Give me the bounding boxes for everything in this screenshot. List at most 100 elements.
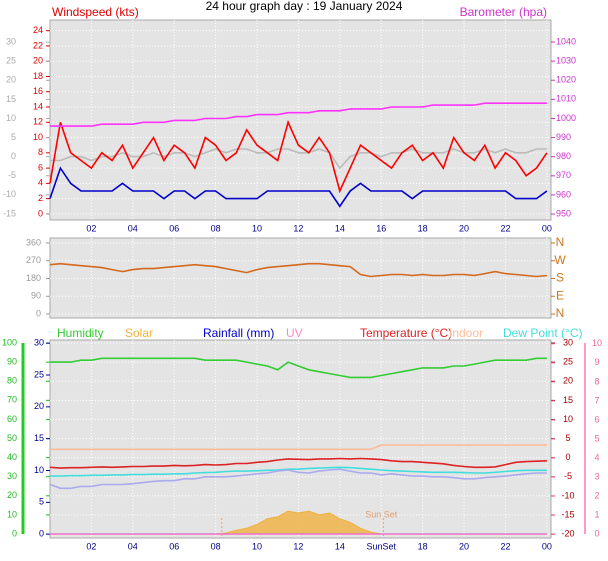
x-tick-label: 18 [418,223,428,233]
y-tick-label: 1020 [556,75,576,85]
y-tick-label: 2 [594,490,599,500]
x-tick-label: 02 [86,223,96,233]
y-tick-label: N [556,235,565,249]
sunset-label: Sun Set [365,509,398,519]
legend-entry: Solar [125,326,153,340]
y-tick-label: 10 [7,509,17,519]
y-tick-label: 24 [33,25,43,35]
legend-entry: Temperature (°C) [360,326,452,340]
y-tick-label: 15 [563,395,573,405]
x-tick-label: 04 [128,223,138,233]
x-tick-label: 04 [128,541,138,551]
y-tick-label: 1010 [556,94,576,104]
y-tick-label: 8 [594,376,599,386]
y-tick-label: 10 [6,113,16,123]
x-tick-label: 00 [542,223,552,233]
y-tick-label: 1000 [556,113,576,123]
y-tick-label: 30 [6,37,16,47]
y-tick-label: 0 [594,529,599,539]
y-tick-label: 4 [594,452,599,462]
y-tick-label: 0 [36,308,41,318]
y-tick-label: 990 [556,132,571,142]
y-tick-label: 20 [563,376,573,386]
y-tick-label: 25 [563,357,573,367]
y-tick-label: -5 [564,471,572,481]
line [50,102,547,127]
y-tick-label: -10 [3,189,16,199]
line [49,166,548,208]
y-tick-label: 9 [594,357,599,367]
y-tick-label: 20 [34,401,44,411]
y-tick-label: 0 [11,151,16,161]
x-tick-label: 10 [252,541,262,551]
y-tick-label: 30 [563,337,573,347]
y-tick-label: 8 [38,147,43,157]
x-tick-label: 20 [459,223,469,233]
y-tick-label: W [554,253,566,267]
y-tick-label: 50 [7,433,17,443]
y-tick-label: 60 [7,414,17,424]
x-tick-label: 12 [293,541,303,551]
line [49,262,547,278]
x-tick-label: 22 [500,541,510,551]
y-tick-label: 2 [38,193,43,203]
y-tick-label: 10 [34,465,44,475]
y-tick-label: S [556,271,564,285]
plot-area [49,19,552,221]
y-tick-label: 360 [26,237,41,247]
legend-entry: Indoor [449,326,483,340]
line [50,444,547,451]
y-tick-label: 10 [33,132,43,142]
y-axis-title: Windspeed (kts) [52,5,139,19]
y-tick-label: 12 [33,117,43,127]
x-tick-label: 14 [335,541,345,551]
y-tick-label: 6 [38,162,43,172]
line [50,466,547,477]
y-tick-label: 1 [594,510,599,520]
x-tick-label: 20 [459,541,469,551]
y-tick-label: 30 [7,471,17,481]
y-tick-label: 20 [6,75,16,85]
x-tick-label: 22 [500,223,510,233]
y-tick-label: 0 [12,528,17,538]
y-tick-label: 950 [556,208,571,218]
x-tick-label: 00 [542,541,552,551]
y-tick-label: 1030 [556,55,576,65]
line [50,357,547,379]
x-tick-label: 02 [86,541,96,551]
y-tick-label: 180 [26,273,41,283]
x-tick-label: 18 [418,541,428,551]
y-tick-label: 10 [563,414,573,424]
y-tick-label: 970 [556,170,571,180]
y-tick-label: 70 [7,395,17,405]
line [49,457,547,469]
y-tick-label: 5 [594,433,599,443]
line [49,119,548,194]
y-tick-label: 5 [39,497,44,507]
x-tick-label: 08 [211,223,221,233]
y-tick-label: 22 [33,40,43,50]
y-tick-label: 4 [38,178,43,188]
y2-axis-title: Barometer (hpa) [460,5,547,19]
x-tick-label: 08 [211,541,221,551]
y-tick-label: E [556,288,564,302]
y-tick-label: 20 [33,56,43,66]
y-tick-label: -15 [561,509,574,519]
y-tick-label: 0 [565,452,570,462]
legend-entry: UV [286,326,303,340]
y-tick-label: 960 [556,189,571,199]
y-tick-label: -5 [8,170,16,180]
y-tick-label: 6 [594,414,599,424]
legend-entry: Humidity [57,326,104,340]
y-tick-label: 16 [33,86,43,96]
y-tick-label: 30 [34,338,44,348]
y-tick-label: 15 [34,433,44,443]
y-tick-label: 90 [31,291,41,301]
y-tick-label: 0 [38,208,43,218]
y-tick-label: 5 [11,132,16,142]
y-tick-label: 18 [33,71,43,81]
y-tick-label: 980 [556,151,571,161]
y-tick-label: 20 [7,490,17,500]
x-tick-label: SunSet [366,541,396,551]
